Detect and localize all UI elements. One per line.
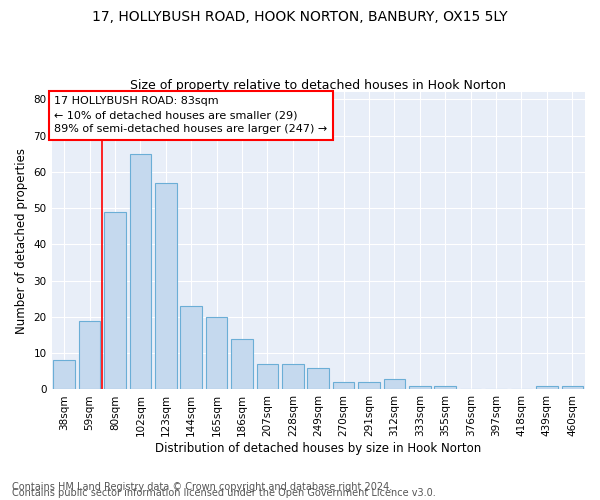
Bar bbox=[383, 378, 405, 390]
Y-axis label: Number of detached properties: Number of detached properties bbox=[15, 148, 28, 334]
Bar bbox=[282, 364, 304, 390]
Bar bbox=[231, 338, 253, 390]
Text: Contains public sector information licensed under the Open Government Licence v3: Contains public sector information licen… bbox=[12, 488, 436, 498]
Text: 17 HOLLYBUSH ROAD: 83sqm
← 10% of detached houses are smaller (29)
89% of semi-d: 17 HOLLYBUSH ROAD: 83sqm ← 10% of detach… bbox=[54, 96, 328, 134]
Text: 17, HOLLYBUSH ROAD, HOOK NORTON, BANBURY, OX15 5LY: 17, HOLLYBUSH ROAD, HOOK NORTON, BANBURY… bbox=[92, 10, 508, 24]
Bar bbox=[434, 386, 456, 390]
Bar bbox=[130, 154, 151, 390]
Bar bbox=[155, 182, 176, 390]
Bar bbox=[307, 368, 329, 390]
Text: Contains HM Land Registry data © Crown copyright and database right 2024.: Contains HM Land Registry data © Crown c… bbox=[12, 482, 392, 492]
Bar bbox=[358, 382, 380, 390]
Bar bbox=[409, 386, 431, 390]
X-axis label: Distribution of detached houses by size in Hook Norton: Distribution of detached houses by size … bbox=[155, 442, 481, 455]
Bar bbox=[536, 386, 557, 390]
Bar bbox=[206, 317, 227, 390]
Bar bbox=[53, 360, 75, 390]
Bar bbox=[333, 382, 355, 390]
Bar bbox=[104, 212, 126, 390]
Bar bbox=[79, 320, 100, 390]
Bar bbox=[257, 364, 278, 390]
Bar bbox=[181, 306, 202, 390]
Title: Size of property relative to detached houses in Hook Norton: Size of property relative to detached ho… bbox=[130, 79, 506, 92]
Bar bbox=[562, 386, 583, 390]
